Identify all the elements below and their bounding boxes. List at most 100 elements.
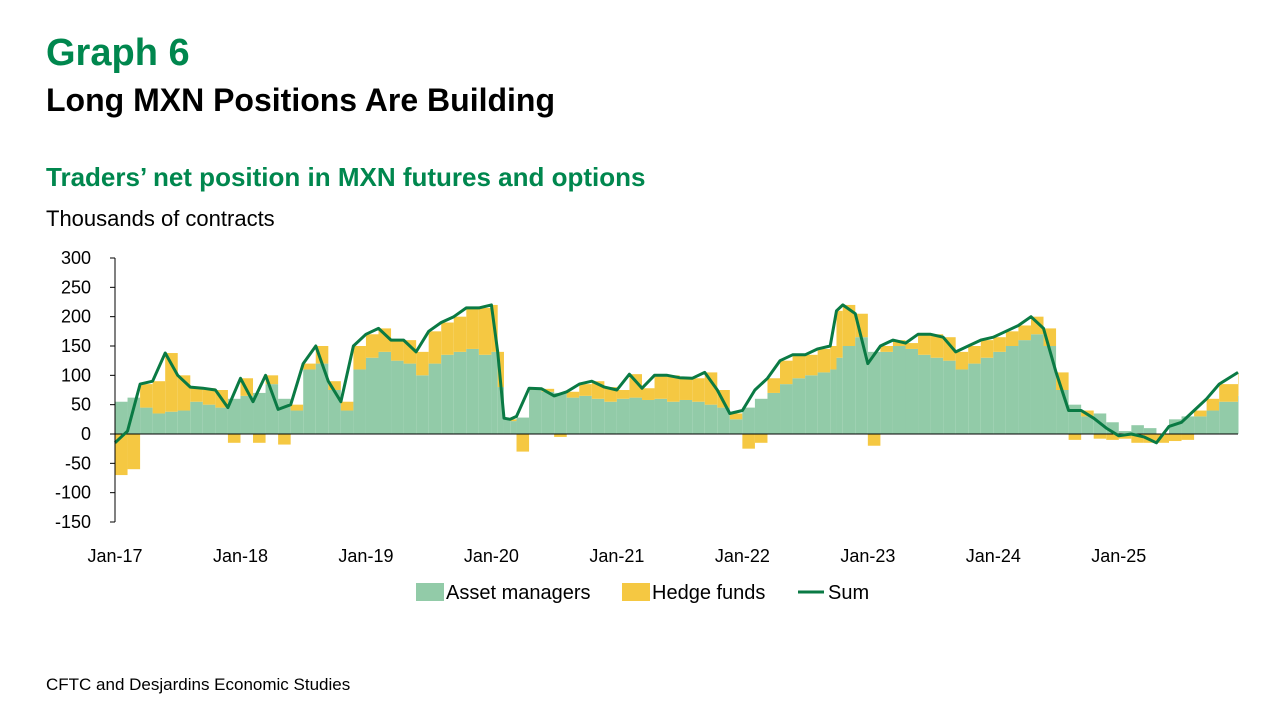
bar-hedge-funds [416, 351, 429, 376]
y-tick-label: 250 [61, 277, 91, 297]
bar-asset-managers [441, 354, 454, 434]
bar-asset-managers [918, 354, 931, 434]
bar-asset-managers [478, 354, 492, 434]
bar-hedge-funds [880, 346, 893, 352]
bar-asset-managers [497, 387, 504, 434]
bar-hedge-funds [403, 340, 417, 364]
bar-hedge-funds [616, 390, 630, 399]
bar-hedge-funds [190, 387, 203, 402]
x-tick-label: Jan-18 [213, 546, 268, 566]
bar-hedge-funds [1131, 434, 1144, 443]
bar-asset-managers [378, 351, 392, 434]
bar-asset-managers [290, 410, 304, 434]
bar-hedge-funds [692, 378, 705, 402]
bar-hedge-funds [993, 337, 1006, 352]
bar-asset-managers [190, 401, 203, 434]
bar-asset-managers [516, 417, 530, 434]
x-tick-label: Jan-24 [966, 546, 1021, 566]
bar-hedge-funds [842, 304, 856, 346]
y-tick-label: -150 [55, 512, 91, 532]
bar-asset-managers [1143, 428, 1157, 434]
bar-hedge-funds [202, 388, 216, 405]
bar-hedge-funds [541, 388, 555, 392]
bar-hedge-funds [1093, 434, 1107, 439]
bar-asset-managers [867, 351, 881, 434]
bar-asset-managers [679, 399, 693, 434]
bar-asset-managers [391, 360, 404, 434]
bar-asset-managers [1106, 422, 1119, 434]
bar-hedge-funds [1194, 410, 1207, 417]
bar-hedge-funds [566, 391, 580, 398]
x-tick-label: Jan-25 [1091, 546, 1146, 566]
y-tick-label: 0 [81, 424, 91, 444]
bar-asset-managers [780, 384, 793, 434]
y-tick-label: 150 [61, 336, 91, 356]
bar-hedge-funds [830, 346, 837, 370]
chart-bars [115, 304, 1239, 476]
bar-hedge-funds [253, 434, 266, 443]
bar-asset-managers [1056, 390, 1069, 434]
bar-asset-managers [240, 395, 254, 434]
sum-line [113, 303, 1239, 445]
bar-hedge-funds [905, 343, 919, 349]
bar-asset-managers [1081, 416, 1094, 434]
bar-asset-managers [1068, 404, 1082, 434]
bar-hedge-funds [115, 434, 128, 476]
bar-asset-managers [754, 398, 768, 434]
bar-asset-managers [993, 351, 1006, 434]
bar-asset-managers [303, 369, 316, 434]
bar-asset-managers [1043, 346, 1057, 434]
bar-hedge-funds [265, 375, 279, 385]
bar-hedge-funds [805, 354, 818, 376]
chart: 300 250 200 150 100 50 0 -50 -100 -150 Jan-17 Jan-1… [55, 248, 1239, 604]
bar-asset-managers [115, 401, 128, 434]
bar-hedge-funds [1018, 325, 1031, 341]
bar-hedge-funds [378, 328, 392, 352]
bar-asset-managers [1219, 401, 1238, 434]
bar-asset-managers [616, 398, 630, 434]
bar-hedge-funds [290, 404, 304, 411]
bar-asset-managers [1238, 395, 1239, 434]
legend-label: Hedge funds [652, 582, 765, 604]
bar-hedge-funds [918, 334, 931, 355]
bar-hedge-funds [836, 310, 843, 358]
chart-unit-label: Thousands of contracts [46, 206, 275, 231]
x-tick-label: Jan-20 [464, 546, 519, 566]
bar-asset-managers [554, 392, 567, 434]
bar-asset-managers [805, 375, 818, 434]
bar-hedge-funds [1219, 384, 1238, 402]
legend-item: Hedge funds [622, 582, 765, 604]
bar-hedge-funds [466, 307, 479, 349]
legend-item: Sum [798, 582, 869, 604]
bar-asset-managers [579, 395, 592, 434]
bar-asset-managers [591, 398, 605, 434]
bar-asset-managers [704, 404, 718, 434]
bar-asset-managers [654, 398, 668, 434]
bar-hedge-funds [968, 346, 981, 364]
bar-asset-managers [604, 401, 617, 434]
bar-asset-managers [202, 404, 216, 434]
x-tick-label: Jan-23 [840, 546, 895, 566]
bar-asset-managers [403, 363, 417, 434]
legend-label: Asset managers [446, 582, 591, 604]
bar-asset-managers [491, 351, 498, 434]
bar-hedge-funds [679, 377, 693, 400]
bar-asset-managers [667, 401, 680, 434]
y-tick-label: -100 [55, 483, 91, 503]
bar-asset-managers [541, 391, 555, 434]
bar-asset-managers [152, 413, 166, 434]
bar-hedge-funds [478, 307, 492, 355]
bar-hedge-funds [704, 372, 718, 405]
bar-hedge-funds [980, 340, 994, 358]
bar-asset-managers [968, 363, 981, 434]
legend-label: Sum [828, 582, 869, 604]
bar-hedge-funds [1005, 331, 1019, 346]
bar-hedge-funds [1106, 434, 1119, 440]
bar-asset-managers [365, 357, 379, 434]
y-tick-label: 300 [61, 248, 91, 268]
bar-hedge-funds [391, 340, 404, 361]
bar-hedge-funds [365, 334, 379, 358]
bar-asset-managers [1030, 334, 1044, 434]
chart-legend: Asset managers Hedge funds Sum [416, 582, 869, 604]
bar-hedge-funds [955, 351, 969, 370]
